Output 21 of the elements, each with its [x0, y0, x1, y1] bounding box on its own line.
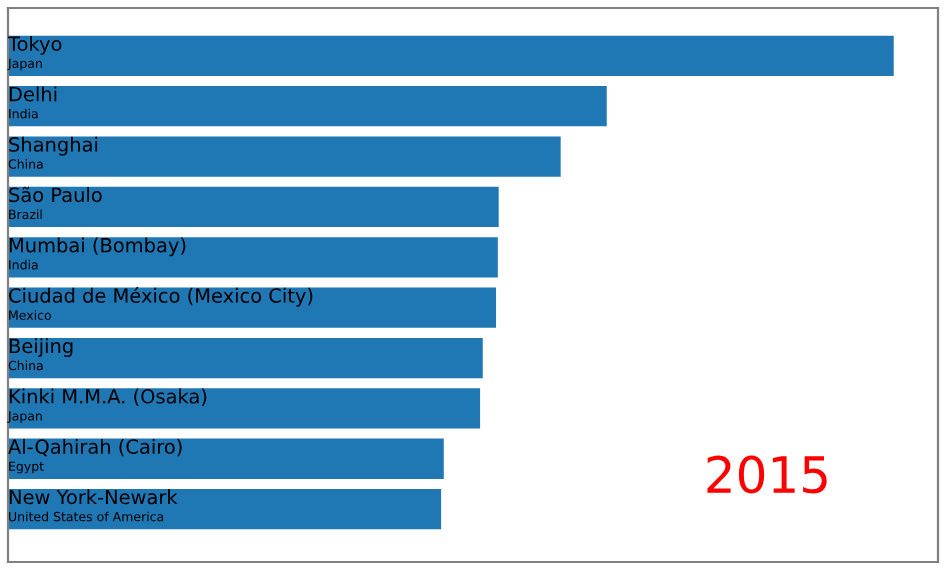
bar	[8, 35, 894, 76]
bar	[8, 237, 498, 278]
bar	[8, 438, 444, 479]
y-tick-label: Beijing	[9, 338, 73, 358]
y-tick-label: São Paulo	[9, 186, 102, 203]
bar	[8, 488, 442, 530]
bar	[8, 287, 497, 328]
y-tick-label: New York-Newark	[9, 489, 178, 505]
bar	[8, 186, 499, 228]
y-tick-label: Tokyo	[7, 36, 62, 55]
y-tick-label: Kinki M.M.A. (Osaka)	[9, 388, 207, 406]
y-tick-label: Delhi	[9, 86, 57, 102]
bar	[8, 86, 607, 127]
y-tick-label: Al-Qahirah (Cairo)	[8, 438, 182, 457]
y-tick-label: Ciudad de México (Mexico City)	[9, 287, 313, 307]
bar	[8, 388, 481, 429]
bar	[8, 136, 561, 177]
bar	[8, 337, 483, 379]
annotation: 2015	[707, 455, 827, 494]
y-tick-label: Shanghai	[9, 136, 98, 156]
y-tick-label: Mumbai (Bombay)	[9, 237, 186, 257]
